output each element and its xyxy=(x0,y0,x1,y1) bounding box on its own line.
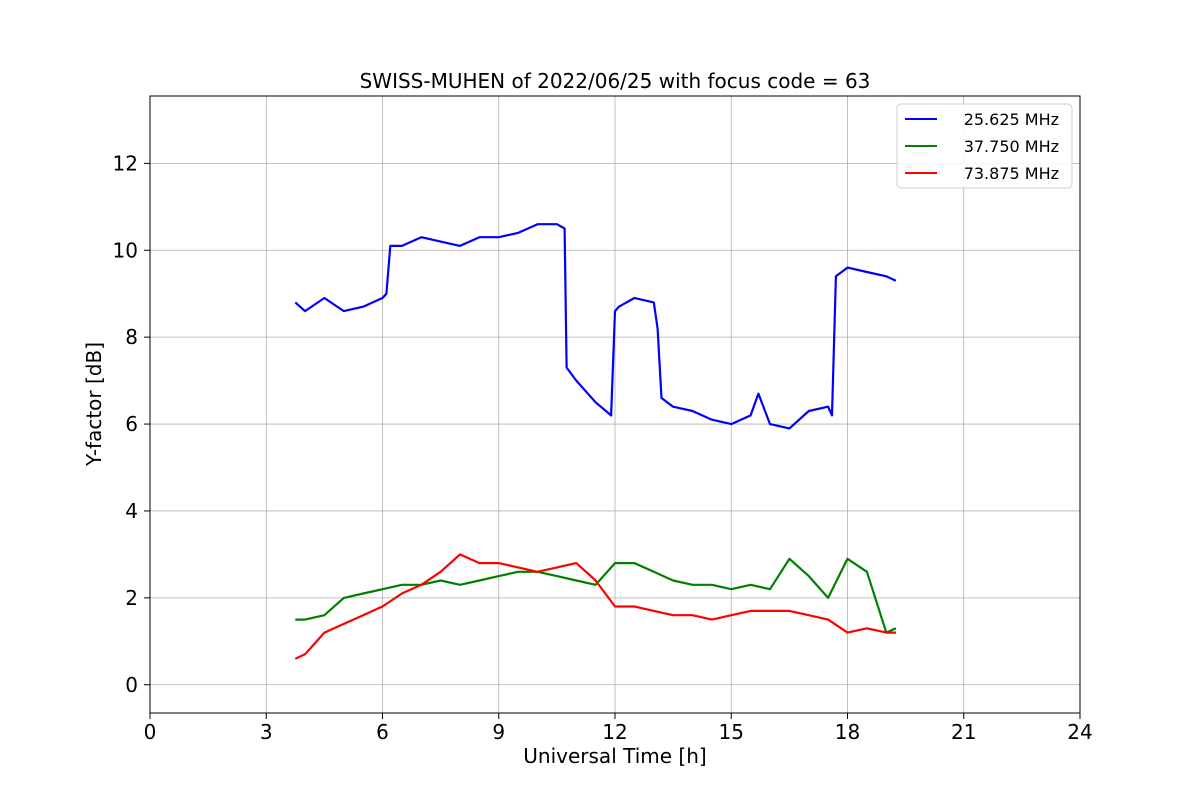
legend-label: 73.875 MHz xyxy=(964,164,1059,183)
x-tick-label: 24 xyxy=(1067,720,1092,744)
y-tick-label: 8 xyxy=(125,325,138,349)
y-tick-label: 2 xyxy=(125,586,138,610)
x-tick-label: 18 xyxy=(835,720,860,744)
series-line-2 xyxy=(295,557,897,634)
y-tick-label: 0 xyxy=(125,673,138,697)
y-tick-label: 12 xyxy=(113,151,138,175)
chart-title: SWISS-MUHEN of 2022/06/25 with focus cod… xyxy=(360,69,871,93)
y-tick-label: 6 xyxy=(125,412,138,436)
series-line-3 xyxy=(294,553,896,660)
x-tick-label: 6 xyxy=(376,720,389,744)
x-tick-label: 9 xyxy=(492,720,505,744)
x-tick-label: 12 xyxy=(602,720,627,744)
x-axis-label: Universal Time [h] xyxy=(523,744,706,768)
y-tick-label: 4 xyxy=(125,499,138,523)
series-line-1 xyxy=(294,223,897,430)
legend-label: 25.625 MHz xyxy=(964,110,1059,129)
y-tick-label: 10 xyxy=(113,238,138,262)
x-tick-label: 0 xyxy=(144,720,157,744)
series-layer xyxy=(294,223,897,660)
legend-box xyxy=(896,103,1073,189)
x-tick-label: 15 xyxy=(719,720,744,744)
legend: 25.625 MHz 37.750 MHz 73.875 MHz xyxy=(896,103,1073,189)
legend-label: 37.750 MHz xyxy=(964,137,1059,156)
x-tick-label: 21 xyxy=(951,720,976,744)
y-axis-label: Y-factor [dB] xyxy=(82,342,106,467)
x-tick-label: 3 xyxy=(260,720,273,744)
